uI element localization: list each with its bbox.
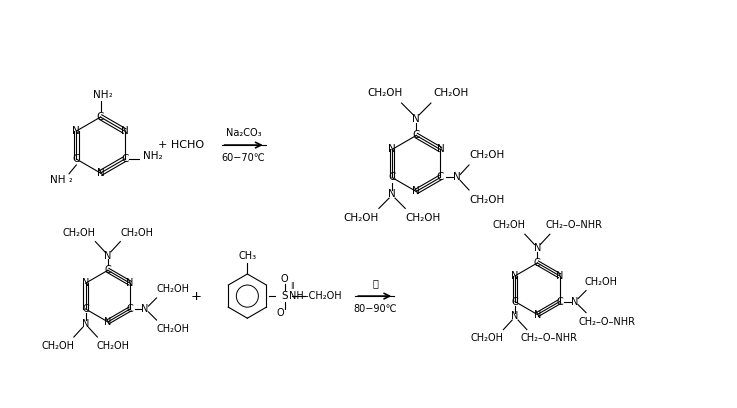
Text: C: C xyxy=(83,304,89,314)
Text: NH–CH₂OH: NH–CH₂OH xyxy=(289,291,341,301)
Text: ‖: ‖ xyxy=(290,282,293,289)
Text: CH₂OH: CH₂OH xyxy=(368,89,403,98)
Text: CH₂OH: CH₂OH xyxy=(121,228,154,238)
Text: 60−70℃: 60−70℃ xyxy=(222,153,265,162)
Text: CH₂OH: CH₂OH xyxy=(156,284,189,294)
Text: NH₂: NH₂ xyxy=(143,151,162,161)
Text: N: N xyxy=(141,304,148,314)
Text: N: N xyxy=(97,168,105,178)
Text: N: N xyxy=(511,271,519,281)
Text: N: N xyxy=(121,126,128,136)
Text: CH₂OH: CH₂OH xyxy=(63,228,96,238)
Text: N: N xyxy=(556,271,563,281)
Text: N: N xyxy=(127,278,134,288)
Text: CH₂OH: CH₂OH xyxy=(97,341,130,351)
Text: N: N xyxy=(82,278,89,288)
Text: CH₂–O–NHR: CH₂–O–NHR xyxy=(579,317,636,326)
Text: N: N xyxy=(511,311,519,322)
Text: N: N xyxy=(534,310,541,319)
Text: ₂: ₂ xyxy=(109,91,113,100)
Text: CH₂–O–NHR: CH₂–O–NHR xyxy=(545,220,603,231)
Text: CH₂OH: CH₂OH xyxy=(41,341,74,351)
Text: +: + xyxy=(190,290,201,303)
Text: CH₂OH: CH₂OH xyxy=(343,213,379,223)
Text: C: C xyxy=(127,304,133,314)
Text: C: C xyxy=(511,297,519,307)
Text: N: N xyxy=(534,243,541,253)
Text: C: C xyxy=(437,173,444,182)
Text: N: N xyxy=(412,186,420,197)
Text: C: C xyxy=(388,173,396,182)
Text: N: N xyxy=(453,173,461,182)
Text: O: O xyxy=(281,274,289,284)
Text: N: N xyxy=(570,297,578,307)
Text: N: N xyxy=(412,114,420,124)
Text: C: C xyxy=(97,112,104,122)
Text: N: N xyxy=(104,251,111,261)
Text: CH₂OH: CH₂OH xyxy=(405,213,441,223)
Text: CH₂–O–NHR: CH₂–O–NHR xyxy=(520,333,577,344)
Text: 酸: 酸 xyxy=(372,279,378,288)
Text: CH₂OH: CH₂OH xyxy=(493,220,526,231)
Text: ₂: ₂ xyxy=(69,175,72,184)
Text: CH₂OH: CH₂OH xyxy=(471,333,503,344)
Text: C: C xyxy=(534,258,541,268)
Text: CH₂OH: CH₂OH xyxy=(156,324,189,334)
Text: CH₂OH: CH₂OH xyxy=(585,277,618,287)
Text: N: N xyxy=(388,188,396,199)
Text: CH₂OH: CH₂OH xyxy=(469,195,505,204)
Text: N: N xyxy=(436,144,444,155)
Text: N: N xyxy=(82,319,89,329)
Text: C: C xyxy=(121,154,128,164)
Text: S: S xyxy=(282,291,288,301)
Text: Na₂CO₃: Na₂CO₃ xyxy=(226,128,262,137)
Text: + HCHO: + HCHO xyxy=(158,140,204,150)
Text: CH₃: CH₃ xyxy=(238,251,256,261)
Text: 80−90℃: 80−90℃ xyxy=(353,304,397,314)
Text: N: N xyxy=(104,317,111,327)
Text: O: O xyxy=(276,308,284,318)
Text: CH₂OH: CH₂OH xyxy=(433,89,468,98)
Text: C: C xyxy=(413,131,420,140)
Text: N: N xyxy=(72,126,80,136)
Text: C: C xyxy=(73,154,80,164)
Text: CH₂OH: CH₂OH xyxy=(469,151,505,160)
Text: N: N xyxy=(388,144,396,155)
Text: C: C xyxy=(556,297,563,307)
Text: NH: NH xyxy=(50,175,66,185)
Text: C: C xyxy=(105,265,111,275)
Text: NH: NH xyxy=(93,90,108,100)
